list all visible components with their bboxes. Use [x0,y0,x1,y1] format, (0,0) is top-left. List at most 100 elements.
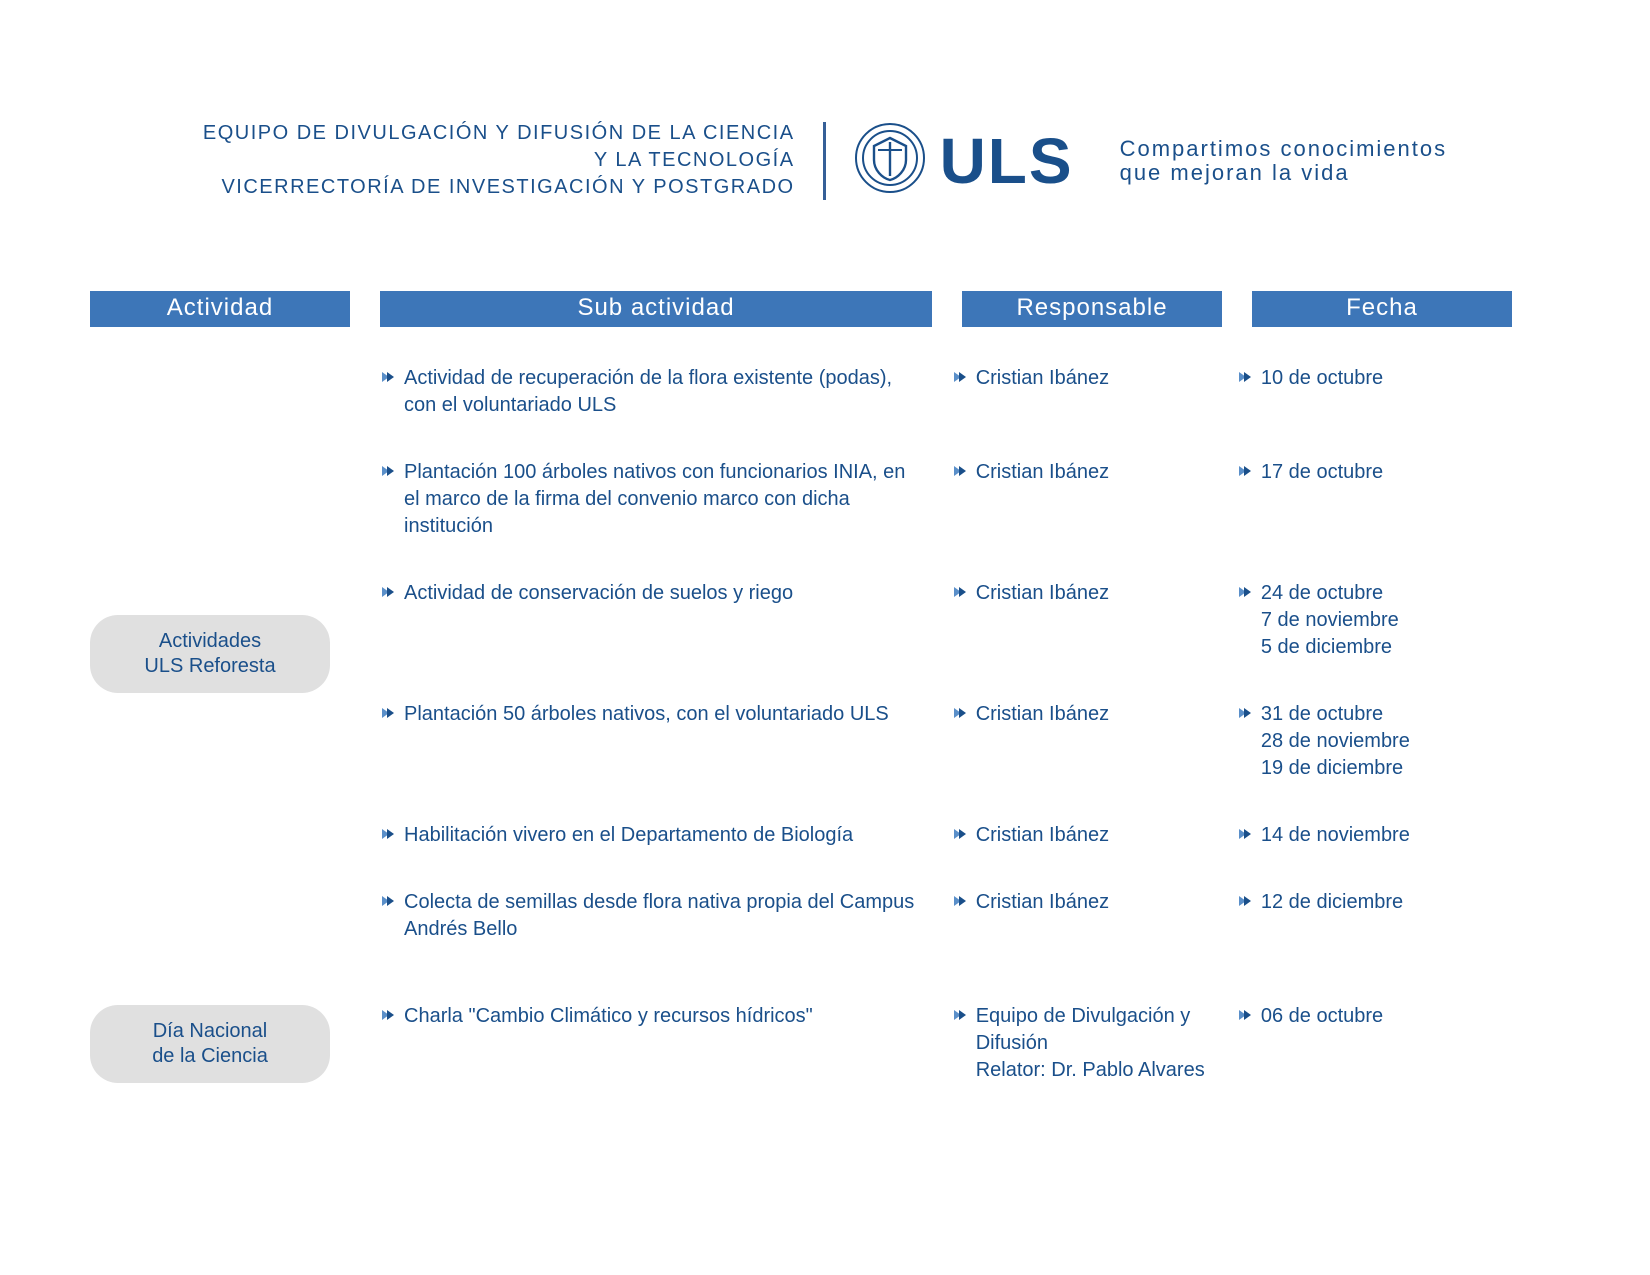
activity-label-column: ActividadesULS Reforesta [90,365,350,943]
slogan: Compartimos conocimientos que mejoran la… [1120,137,1448,183]
arrow-bullet-icon [952,464,966,478]
activity-label-line1: Día Nacional [100,1019,320,1044]
arrow-bullet-icon [380,1008,394,1022]
fecha-cell: 24 de octubre7 de noviembre5 de diciembr… [1237,580,1492,661]
arrow-bullet-icon [952,827,966,841]
arrow-bullet-icon [380,585,394,599]
uls-acronym: ULS [940,129,1074,193]
responsable-cell: Cristian Ibánez [952,365,1207,392]
header-line1: EQUIPO DE DIVULGACIÓN Y DIFUSIÓN DE LA C… [203,120,795,147]
subactividad-cell: Plantación 100 árboles nativos con funci… [380,459,922,540]
subactividad-cell-text: Habilitación vivero en el Departamento d… [404,822,922,849]
responsable-cell: Cristian Ibánez [952,822,1207,849]
fecha-cell-text: 24 de octubre7 de noviembre5 de diciembr… [1261,580,1492,661]
fecha-cell-text: 10 de octubre [1261,365,1492,392]
arrow-bullet-icon [1237,894,1251,908]
arrow-bullet-icon [1237,585,1251,599]
sections-container: ActividadesULS Reforesta Actividad de rec… [90,365,1560,1084]
responsable-cell-text: Cristian Ibánez [976,701,1207,728]
subactividad-cell-text: Actividad de conservación de suelos y ri… [404,580,922,607]
subactividad-cell: Habilitación vivero en el Departamento d… [380,822,922,849]
arrow-bullet-icon [952,894,966,908]
rows-container: Charla "Cambio Climático y recursos hídr… [380,1003,1492,1084]
responsable-cell: Cristian Ibánez [952,459,1207,486]
arrow-bullet-icon [952,370,966,384]
responsable-cell-text: Equipo de Divulgación y DifusiónRelator:… [976,1003,1207,1084]
colhdr-responsable: Responsable [962,291,1222,327]
table-row: Actividad de recuperación de la flora ex… [380,365,1492,419]
responsable-cell: Cristian Ibánez [952,580,1207,607]
header-left-text: EQUIPO DE DIVULGACIÓN Y DIFUSIÓN DE LA C… [203,120,795,201]
fecha-cell: 17 de octubre [1237,459,1492,486]
subactividad-cell-text: Plantación 100 árboles nativos con funci… [404,459,922,540]
fecha-cell-text: 06 de octubre [1261,1003,1492,1030]
table-row: Charla "Cambio Climático y recursos hídr… [380,1003,1492,1084]
activity-label-line2: de la Ciencia [100,1044,320,1069]
arrow-bullet-icon [952,706,966,720]
table-row: Colecta de semillas desde flora nativa p… [380,889,1492,943]
arrow-bullet-icon [1237,464,1251,478]
table-row: Plantación 100 árboles nativos con funci… [380,459,1492,540]
slogan-line1: Compartimos conocimientos [1120,137,1448,160]
fecha-cell: 12 de diciembre [1237,889,1492,916]
responsable-cell-text: Cristian Ibánez [976,365,1207,392]
subactividad-cell: Colecta de semillas desde flora nativa p… [380,889,922,943]
subactividad-cell: Actividad de recuperación de la flora ex… [380,365,922,419]
table-row: Habilitación vivero en el Departamento d… [380,822,1492,849]
activity-label-line1: Actividades [100,629,320,654]
colhdr-subactividad: Sub actividad [380,291,932,327]
arrow-bullet-icon [1237,1008,1251,1022]
rows-container: Actividad de recuperación de la flora ex… [380,365,1492,943]
header-line2: Y LA TECNOLOGÍA [203,147,795,174]
fecha-cell: 10 de octubre [1237,365,1492,392]
fecha-cell-text: 31 de octubre28 de noviembre19 de diciem… [1261,701,1492,782]
responsable-cell-text: Cristian Ibánez [976,580,1207,607]
fecha-cell-text: 12 de diciembre [1261,889,1492,916]
column-header-bar: Actividad Sub actividad Responsable Fech… [90,291,1560,327]
arrow-bullet-icon [952,1008,966,1022]
subactividad-cell: Charla "Cambio Climático y recursos hídr… [380,1003,922,1030]
arrow-bullet-icon [380,894,394,908]
responsable-cell: Cristian Ibánez [952,889,1207,916]
slogan-line2: que mejoran la vida [1120,161,1448,184]
fecha-cell: 31 de octubre28 de noviembre19 de diciem… [1237,701,1492,782]
activity-label-pill: ActividadesULS Reforesta [90,615,330,693]
uls-crest-icon [854,122,926,199]
activity-section: Día Nacionalde la Ciencia Charla "Cambio … [90,1003,1560,1084]
subactividad-cell-text: Charla "Cambio Climático y recursos hídr… [404,1003,922,1030]
subactividad-cell-text: Colecta de semillas desde flora nativa p… [404,889,922,943]
arrow-bullet-icon [1237,827,1251,841]
header-line3: VICERRECTORÍA DE INVESTIGACIÓN Y POSTGRA… [203,174,795,201]
table-row: Actividad de conservación de suelos y ri… [380,580,1492,661]
arrow-bullet-icon [952,585,966,599]
page: EQUIPO DE DIVULGACIÓN Y DIFUSIÓN DE LA C… [0,0,1650,1275]
colhdr-fecha: Fecha [1252,291,1512,327]
activity-label-column: Día Nacionalde la Ciencia [90,1003,350,1084]
page-header: EQUIPO DE DIVULGACIÓN Y DIFUSIÓN DE LA C… [90,120,1560,201]
activity-label-line2: ULS Reforesta [100,654,320,679]
table-row: Plantación 50 árboles nativos, con el vo… [380,701,1492,782]
subactividad-cell-text: Actividad de recuperación de la flora ex… [404,365,922,419]
arrow-bullet-icon [380,706,394,720]
arrow-bullet-icon [380,827,394,841]
arrow-bullet-icon [380,464,394,478]
subactividad-cell: Actividad de conservación de suelos y ri… [380,580,922,607]
responsable-cell-text: Cristian Ibánez [976,822,1207,849]
responsable-cell-text: Cristian Ibánez [976,889,1207,916]
responsable-cell: Equipo de Divulgación y DifusiónRelator:… [952,1003,1207,1084]
fecha-cell: 14 de noviembre [1237,822,1492,849]
responsable-cell-text: Cristian Ibánez [976,459,1207,486]
colhdr-actividad: Actividad [90,291,350,327]
subactividad-cell-text: Plantación 50 árboles nativos, con el vo… [404,701,922,728]
arrow-bullet-icon [1237,370,1251,384]
activity-label-pill: Día Nacionalde la Ciencia [90,1005,330,1083]
subactividad-cell: Plantación 50 árboles nativos, con el vo… [380,701,922,728]
responsable-cell: Cristian Ibánez [952,701,1207,728]
fecha-cell-text: 14 de noviembre [1261,822,1492,849]
arrow-bullet-icon [1237,706,1251,720]
fecha-cell: 06 de octubre [1237,1003,1492,1030]
activity-section: ActividadesULS Reforesta Actividad de rec… [90,365,1560,943]
logo-block: ULS [854,122,1074,199]
fecha-cell-text: 17 de octubre [1261,459,1492,486]
vertical-rule [823,122,826,200]
